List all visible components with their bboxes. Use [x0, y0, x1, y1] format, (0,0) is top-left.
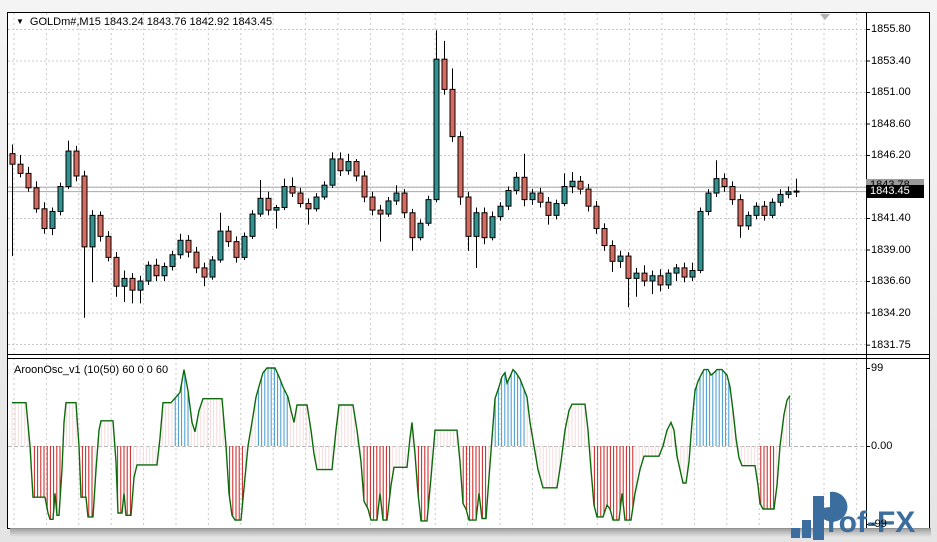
price-axis-label: 1831.75: [871, 338, 911, 351]
price-axis-label: 1848.60: [871, 117, 911, 130]
chart-marker-icon: [820, 14, 830, 20]
price-axis-label: 1834.20: [871, 306, 911, 319]
svg-text:rof-FX: rof-FX: [827, 506, 915, 539]
proffx-watermark: rof-FX: [791, 491, 915, 540]
chart-title: ▼ GOLDm#,M15 1843.24 1843.76 1842.92 1843…: [16, 16, 272, 28]
indicator-scale-zero: 0.00: [871, 440, 893, 452]
indicator-label: AroonOsc_v1 (10(50) 60 0 0 60: [14, 364, 169, 376]
price-axis-label: 1851.00: [871, 86, 911, 98]
indicator-scale-bottom: -99: [871, 518, 887, 530]
indicator-scale-top: 99: [871, 362, 884, 374]
price-axis-label: 1855.80: [871, 23, 911, 35]
proffx-logo-icon: rof-FX: [791, 491, 915, 540]
price-axis-label: 1846.20: [871, 149, 911, 161]
chevron-down-icon[interactable]: ▼: [16, 17, 24, 26]
ohlc-info: GOLDm#,M15 1843.24 1843.76 1842.92 1843.…: [29, 16, 273, 28]
price-axis-label: 1839.00: [871, 243, 911, 256]
price-axis-label: 1836.60: [871, 275, 911, 287]
chart-canvas[interactable]: [8, 13, 929, 528]
panel-splitter[interactable]: [8, 354, 929, 359]
price-axis-label: 1841.40: [871, 212, 911, 224]
price-axis-label: 1853.40: [871, 54, 911, 67]
window-shadow: [10, 528, 931, 537]
bid-price-box: 1843.45: [866, 185, 924, 198]
chart-window[interactable]: ▼ GOLDm#,M15 1843.24 1843.76 1842.92 1843…: [7, 12, 930, 530]
